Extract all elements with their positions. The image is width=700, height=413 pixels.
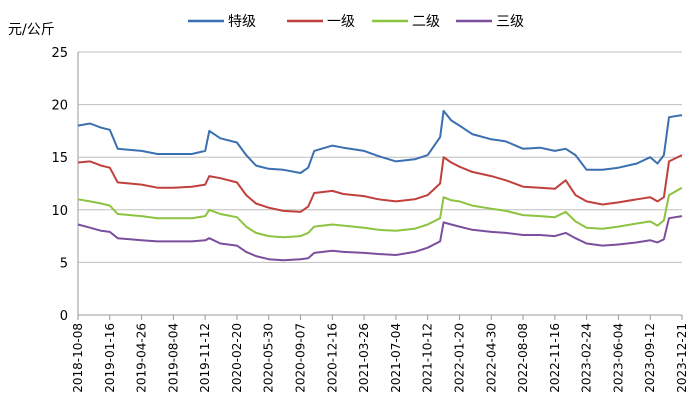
legend-label-2: 二级 xyxy=(412,14,440,30)
legend-label-1: 一级 xyxy=(327,14,355,30)
x-tick-label: 2019-04-26 xyxy=(135,323,149,393)
x-tick-label: 2020-05-30 xyxy=(262,323,276,393)
y-axis-ticks: 0 5 10 15 20 25 xyxy=(51,46,68,324)
y-tick-label: 5 xyxy=(60,256,68,271)
series-line-0 xyxy=(77,109,683,174)
x-tick-label: 2020-02-20 xyxy=(230,323,244,393)
series-line-2 xyxy=(77,186,683,239)
x-tick-label: 2023-06-04 xyxy=(611,323,625,393)
y-tick-label: 15 xyxy=(51,151,68,166)
x-tick-label: 2019-01-16 xyxy=(103,323,117,393)
x-tick-label: 2018-10-08 xyxy=(71,323,85,393)
series-line-1 xyxy=(77,154,683,213)
series-lines xyxy=(77,109,683,262)
y-tick-label: 10 xyxy=(51,204,68,219)
axes xyxy=(77,52,682,316)
y-axis-unit-label: 元/公斤 xyxy=(8,22,55,38)
legend: 特级 一级 二级 三级 xyxy=(188,14,524,30)
x-tick-label: 2023-12-21 xyxy=(675,323,689,393)
x-tick-label: 2022-08-08 xyxy=(516,323,530,393)
y-tick-label: 0 xyxy=(60,309,68,324)
x-tick-label: 2019-11-12 xyxy=(198,323,212,393)
x-tick-label: 2022-11-16 xyxy=(548,323,562,393)
y-tick-label: 20 xyxy=(51,99,68,114)
legend-label-3: 三级 xyxy=(496,14,524,30)
x-tick-label: 2021-07-04 xyxy=(389,323,403,393)
x-tick-label: 2021-10-12 xyxy=(421,323,435,393)
x-axis-ticks: 2018-10-08 2019-01-16 2019-04-26 2019-08-04… xyxy=(71,315,689,393)
x-tick-label: 2022-01-20 xyxy=(452,323,466,393)
x-tick-label: 2023-09-12 xyxy=(643,323,657,393)
x-tick-label: 2020-12-16 xyxy=(325,323,339,393)
y-tick-label: 25 xyxy=(51,46,68,61)
series-line-3 xyxy=(77,215,683,262)
x-tick-label: 2023-02-24 xyxy=(580,323,594,393)
x-tick-label: 2022-04-30 xyxy=(484,323,498,393)
x-tick-label: 2019-08-04 xyxy=(166,323,180,393)
x-tick-label: 2020-09-07 xyxy=(294,323,308,393)
x-tick-label: 2021-03-26 xyxy=(357,323,371,393)
legend-label-0: 特级 xyxy=(228,14,256,30)
